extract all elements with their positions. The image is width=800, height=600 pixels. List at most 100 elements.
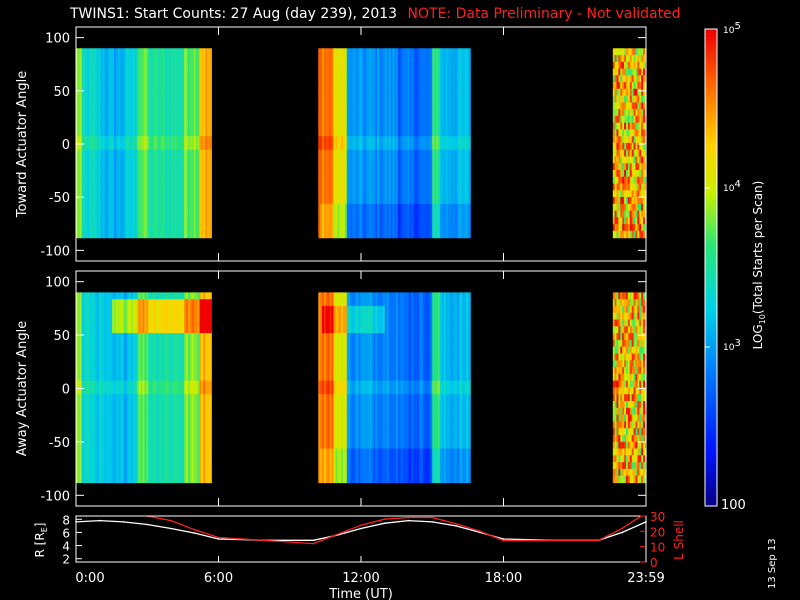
top-heatmap-cell — [121, 68, 125, 76]
top-heatmap-cell — [643, 109, 646, 117]
top-heatmap-cell — [430, 163, 433, 171]
top-heatmap-cell — [123, 163, 126, 171]
top-heatmap-cell — [618, 48, 621, 56]
top-heatmap-cell — [451, 48, 454, 56]
top-heatmap-cell — [329, 210, 333, 218]
top-heatmap-cell — [193, 203, 197, 212]
middle-heatmap-cell — [87, 353, 90, 361]
top-heatmap-cell — [411, 210, 414, 218]
top-heatmap-cell — [369, 176, 373, 185]
top-heatmap-cell — [354, 115, 357, 124]
top-heatmap-cell — [422, 217, 426, 225]
top-heatmap-cell — [197, 115, 201, 124]
top-heatmap-cell — [140, 136, 144, 144]
top-heatmap-cell — [203, 156, 206, 164]
top-heatmap-cell — [618, 68, 621, 76]
top-heatmap-cell — [95, 156, 98, 164]
top-heatmap-cell — [207, 156, 210, 164]
top-heatmap-cell — [616, 136, 619, 144]
top-heatmap-cell — [114, 170, 117, 178]
top-heatmap-cell — [436, 88, 439, 97]
top-heatmap-cell — [180, 95, 183, 103]
top-heatmap-cell — [466, 68, 469, 76]
top-heatmap-cell — [626, 203, 629, 212]
top-heatmap-cell — [629, 183, 633, 191]
top-heatmap-cell — [138, 122, 142, 131]
top-heatmap-cell — [401, 230, 405, 239]
top-heatmap-cell — [197, 163, 201, 171]
top-heatmap-cell — [76, 149, 79, 158]
top-heatmap-cell — [420, 203, 424, 212]
middle-heatmap-cell — [79, 475, 83, 484]
top-heatmap-cell — [367, 163, 371, 171]
top-heatmap-cell — [169, 149, 172, 158]
top-heatmap-cell — [367, 210, 371, 218]
top-heatmap-cell — [201, 136, 204, 144]
top-heatmap-cell — [209, 197, 212, 205]
top-heatmap-cell — [386, 197, 390, 205]
top-heatmap-cell — [320, 163, 323, 171]
top-heatmap-cell — [614, 163, 618, 171]
top-heatmap-cell — [624, 149, 627, 158]
top-heatmap-cell — [190, 176, 193, 185]
top-heatmap-cell — [386, 115, 390, 124]
top-heatmap-cell — [360, 68, 363, 76]
top-heatmap-cell — [322, 197, 325, 205]
top-heatmap-cell — [358, 224, 361, 232]
top-heatmap-cell — [411, 95, 414, 103]
top-heatmap-cell — [358, 230, 361, 239]
top-heatmap-cell — [193, 82, 197, 90]
top-heatmap-cell — [622, 48, 625, 56]
top-heatmap-cell — [318, 230, 321, 239]
top-heatmap-cell — [390, 230, 393, 239]
top-heatmap-cell — [102, 170, 106, 178]
top-heatmap-cell — [441, 183, 445, 191]
top-heatmap-cell — [184, 115, 187, 124]
top-heatmap-cell — [165, 68, 168, 76]
top-heatmap-cell — [117, 203, 121, 212]
top-heatmap-cell — [114, 176, 117, 185]
top-heatmap-cell — [133, 88, 136, 97]
top-heatmap-cell — [436, 129, 439, 137]
top-heatmap-cell — [190, 122, 193, 131]
top-heatmap-cell — [449, 142, 452, 151]
top-heatmap-cell — [641, 82, 644, 90]
top-heatmap-cell — [633, 55, 637, 63]
top-heatmap-cell — [420, 82, 424, 90]
top-heatmap-cell — [159, 109, 163, 117]
top-heatmap-cell — [138, 210, 142, 218]
top-heatmap-cell — [87, 183, 90, 191]
top-heatmap-cell — [348, 203, 352, 212]
top-heatmap-cell — [320, 142, 323, 151]
top-heatmap-cell — [325, 197, 329, 205]
top-heatmap-cell — [462, 142, 466, 151]
top-heatmap-cell — [323, 203, 327, 212]
top-heatmap-cell — [415, 183, 418, 191]
top-heatmap-cell — [641, 122, 644, 131]
top-heatmap-cell — [337, 109, 340, 117]
top-heatmap-cell — [320, 197, 323, 205]
top-heatmap-cell — [419, 183, 422, 191]
top-heatmap-cell — [83, 122, 87, 131]
top-heatmap-cell — [318, 75, 321, 83]
top-heatmap-cell — [384, 217, 388, 225]
top-heatmap-cell — [207, 149, 210, 158]
middle-heatmap-cell — [81, 333, 85, 341]
top-heatmap-cell — [413, 122, 416, 131]
top-heatmap-cell — [445, 217, 449, 225]
top-heatmap-cell — [342, 224, 346, 232]
top-heatmap-cell — [91, 61, 94, 70]
top-heatmap-cell — [371, 156, 374, 164]
top-heatmap-cell — [209, 55, 212, 63]
top-heatmap-cell — [618, 190, 621, 198]
top-heatmap-cell — [362, 109, 365, 117]
top-heatmap-cell — [180, 217, 183, 225]
top-heatmap-cell — [178, 68, 182, 76]
top-heatmap-cell — [165, 203, 168, 212]
top-heatmap-cell — [373, 115, 376, 124]
top-heatmap-cell — [159, 210, 163, 218]
top-heatmap-cell — [419, 230, 422, 239]
top-heatmap-cell — [390, 203, 393, 212]
top-heatmap-cell — [134, 136, 138, 144]
top-heatmap-cell — [428, 61, 431, 70]
